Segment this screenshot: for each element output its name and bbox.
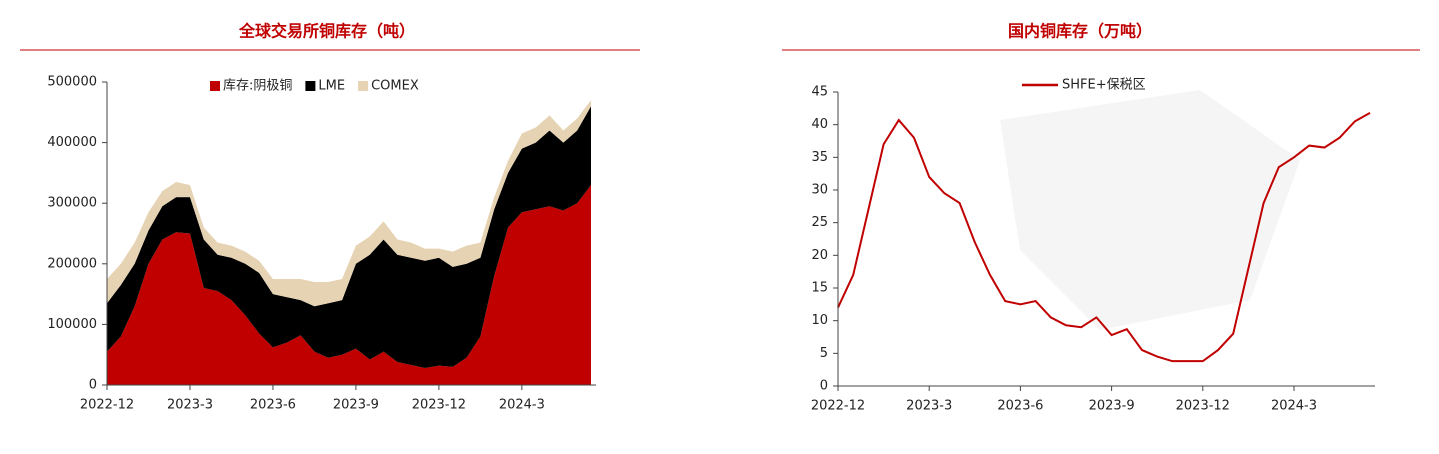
x-tick-label: 2022-12 <box>80 398 134 413</box>
y-tick-label: 15 <box>811 281 828 296</box>
y-tick-label: 5 <box>820 346 828 361</box>
legend-label: COMEX <box>371 79 419 94</box>
legend-label: 库存:阴极铜 <box>223 78 292 94</box>
area <box>107 100 591 307</box>
legend-swatch <box>210 81 220 91</box>
y-tick-label: 35 <box>811 150 828 165</box>
y-tick-label: 300000 <box>47 196 97 211</box>
x-tick-label: 2023-12 <box>1176 399 1230 414</box>
y-tick-label: 0 <box>820 379 828 394</box>
x-tick-label: 2023-9 <box>333 398 379 413</box>
x-tick-label: 2022-12 <box>811 399 865 414</box>
chart-title: 国内铜库存（万吨） <box>1008 22 1152 41</box>
area <box>107 106 591 369</box>
legend-label: LME <box>318 79 345 94</box>
area <box>107 185 591 385</box>
y-tick-label: 400000 <box>47 135 97 150</box>
x-tick-label: 2023-6 <box>250 398 296 413</box>
y-tick-label: 200000 <box>47 256 97 271</box>
y-tick-label: 0 <box>89 378 97 393</box>
y-tick-label: 100000 <box>47 317 97 332</box>
chart-title: 全球交易所铜库存（吨） <box>238 22 415 41</box>
line <box>837 112 1371 363</box>
x-tick-label: 2023-12 <box>412 398 466 413</box>
y-tick-label: 30 <box>811 183 828 198</box>
legend-swatch <box>358 81 369 91</box>
x-tick-label: 2024-3 <box>1271 399 1317 414</box>
y-tick-label: 20 <box>811 248 828 263</box>
x-tick-label: 2023-3 <box>167 398 213 413</box>
y-tick-label: 25 <box>811 215 828 230</box>
x-tick-label: 2023-3 <box>906 399 952 414</box>
y-tick-label: 500000 <box>47 75 97 90</box>
x-tick-label: 2024-3 <box>499 398 545 413</box>
y-tick-label: 40 <box>811 117 828 132</box>
x-tick-label: 2023-6 <box>997 399 1043 414</box>
y-tick-label: 10 <box>811 313 828 328</box>
legend-label: SHFE+保税区 <box>1062 78 1146 93</box>
legend-swatch <box>305 81 316 91</box>
watermark <box>1000 90 1300 330</box>
x-tick-label: 2023-9 <box>1089 399 1135 414</box>
y-tick-label: 45 <box>811 85 828 100</box>
